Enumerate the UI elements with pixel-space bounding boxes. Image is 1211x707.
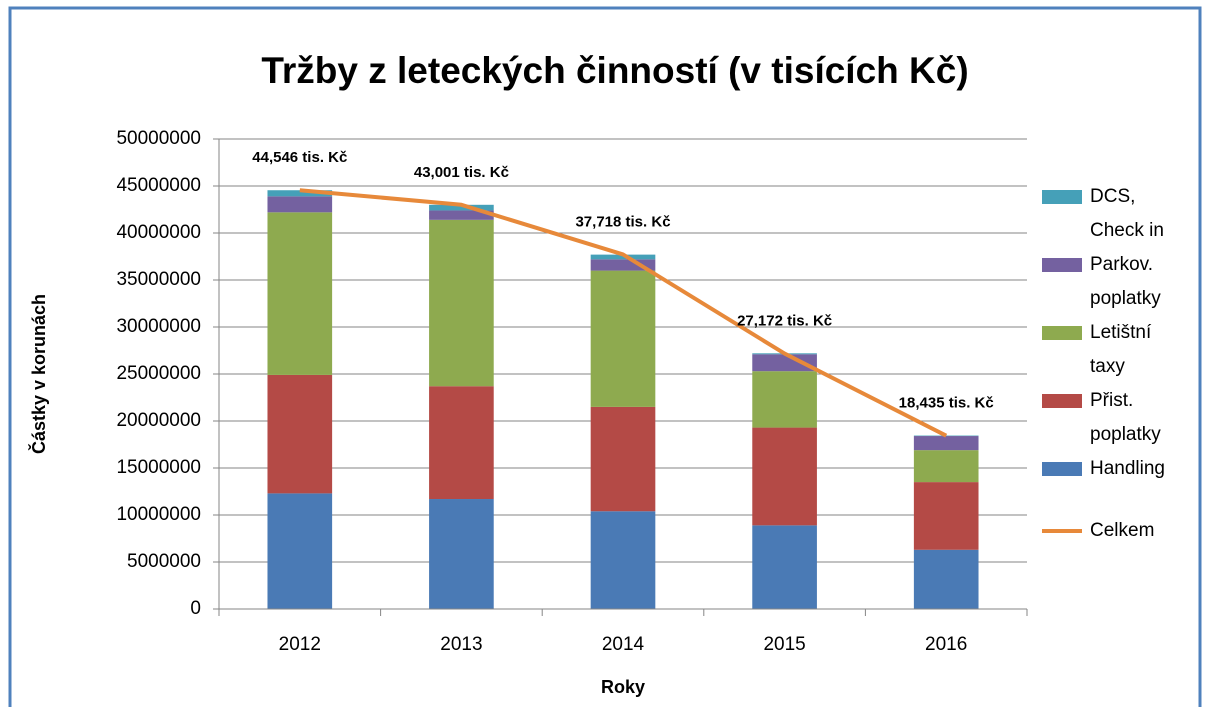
bar-segment [590,511,656,609]
bar-segment [752,525,817,609]
bar-segment [590,270,656,407]
legend-item: Handling [1042,452,1202,486]
legend-item: DCS, Check in [1042,180,1202,248]
y-tick-label: 0 [190,598,201,619]
bar-segment [267,374,333,494]
chart-title: Tržby z leteckých činností (v tisících K… [261,50,968,91]
bar-segment [429,499,494,609]
bar-segment [913,450,979,483]
bar-segment [752,354,817,372]
bar-segment [913,549,979,609]
bar-segment [267,190,333,197]
legend-label: Handling [1090,458,1165,479]
data-label: 18,435 tis. Kč [899,395,994,412]
y-tick-label: 25000000 [116,363,201,384]
x-tick-label: 2016 [925,634,967,655]
legend-swatch [1042,394,1082,408]
bar-segment [752,371,817,428]
bar-segment [590,406,656,512]
legend-swatch [1042,529,1082,533]
legend-swatch [1042,190,1082,204]
legend-item: Celkem [1042,514,1202,548]
legend-label: Parkov. poplatky [1090,254,1161,309]
y-tick-label: 40000000 [116,222,201,243]
data-label: 27,172 tis. Kč [737,313,832,330]
y-tick-label: 20000000 [116,410,201,431]
legend-swatch [1042,326,1082,340]
x-axis-label: Roky [601,677,645,697]
legend-item: Letištní taxy [1042,316,1202,384]
bar-segment [429,210,494,220]
bar-segment [913,436,979,451]
bar-segment [267,493,333,609]
legend-label: DCS, Check in [1090,186,1164,241]
bar-segment [590,254,656,260]
legend-label: Celkem [1090,520,1155,541]
x-tick-label: 2013 [440,634,482,655]
x-tick-label: 2015 [763,634,805,655]
y-tick-label: 10000000 [116,504,201,525]
y-tick-label: 45000000 [116,175,201,196]
y-tick-label: 35000000 [116,269,201,290]
x-tick-label: 2012 [279,634,321,655]
y-tick-label: 5000000 [127,551,201,572]
legend-label: Přist. poplatky [1090,390,1161,445]
legend-item: Přist. poplatky [1042,384,1202,452]
bar-segment [752,427,817,526]
y-tick-label: 50000000 [116,128,201,149]
bar-segment [267,196,333,213]
bar-segment [267,212,333,375]
data-label: 44,546 tis. Kč [252,149,347,166]
legend: DCS, Check in Parkov. poplatky Letištní ta… [1042,180,1202,548]
data-label: 37,718 tis. Kč [575,213,670,230]
legend-item: Parkov. poplatky [1042,248,1202,316]
legend-swatch [1042,462,1082,476]
y-axis-label: Částky v korunách [28,294,49,454]
bar-segment [429,204,494,211]
legend-label: Letištní taxy [1090,322,1152,377]
y-tick-label: 30000000 [116,316,201,337]
x-tick-label: 2014 [602,634,645,655]
legend-swatch [1042,258,1082,272]
bar-segment [429,219,494,387]
data-label: 43,001 tis. Kč [414,164,509,181]
bar-segment [590,259,656,271]
frame [8,6,1202,707]
y-tick-label: 15000000 [116,457,201,478]
bar-segment [429,386,494,500]
bar-segment [913,482,979,550]
line [299,188,948,438]
